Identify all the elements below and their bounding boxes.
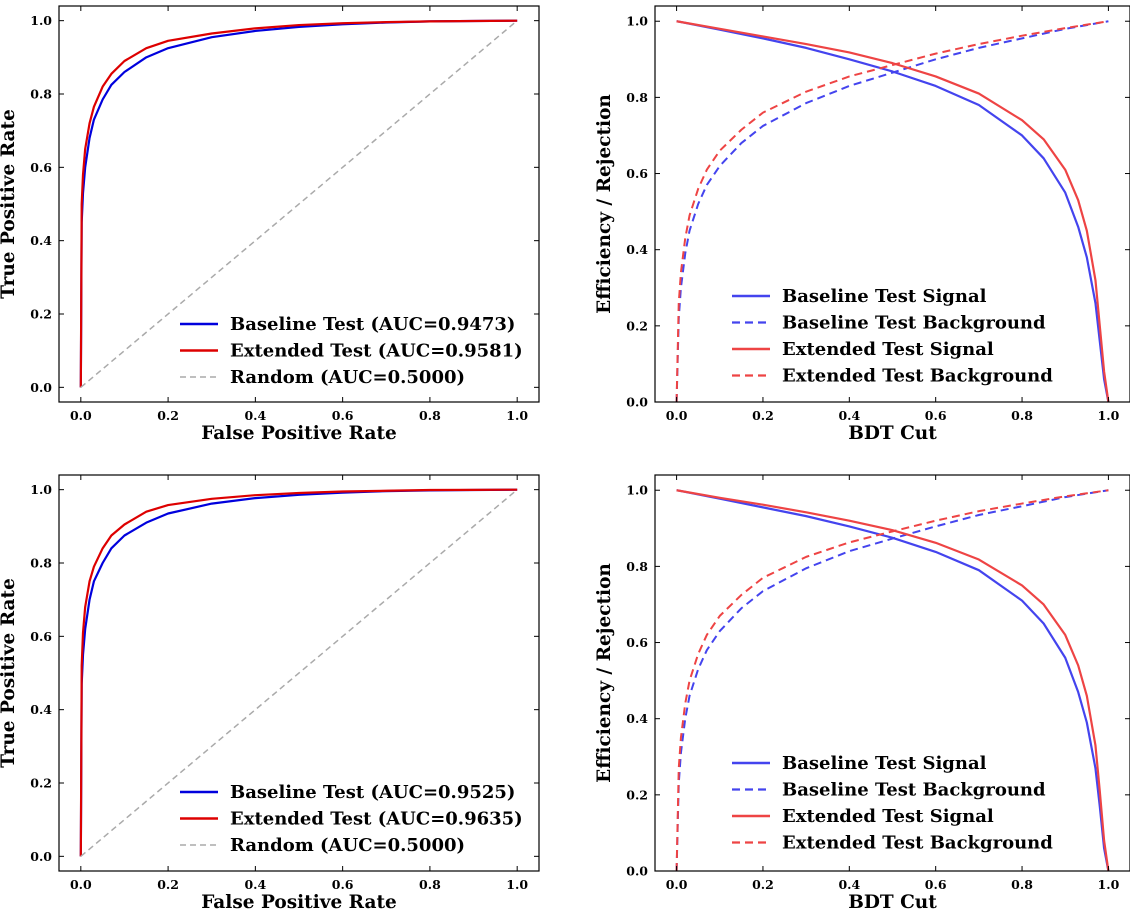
x-tick-label: 0.8 [419,408,441,423]
legend-label: Random (AUC=0.5000) [230,367,465,388]
x-tick-label: 0.6 [332,877,354,892]
y-axis-label: Efficiency / Rejection [594,94,615,314]
x-tick-label: 1.0 [1098,408,1120,423]
x-tick-label: 0.8 [419,877,441,892]
series-line-2 [79,488,518,857]
legend-label: Extended Test Background [782,833,1053,854]
y-tick-label: 1.0 [626,14,648,29]
x-tick-label: 0.8 [1011,408,1033,423]
chart-panel-4: 0.0 0.2 0.4 0.6 0.8 1.0 0.0 0.2 0.4 0.6 0.8 1.0 BDT … [594,474,1130,911]
legend-label: Extended Test (AUC=0.9581) [230,341,523,362]
plot-frame [654,474,1130,872]
series-line-3 [80,20,518,388]
x-axis-label: BDT Cut [848,423,937,444]
x-tick-label: 1.0 [506,877,528,892]
x-tick-label: 0.0 [666,408,688,423]
x-tick-label: 0.8 [1011,877,1033,892]
x-tick-label: 1.0 [506,408,528,423]
x-tick-label: 0.2 [752,408,774,423]
y-tick-label: 0.6 [30,629,52,644]
legend-label: Extended Test (AUC=0.9635) [230,809,523,830]
legend-label: Baseline Test (AUC=0.9525) [230,782,515,803]
x-axis-label: False Positive Rate [201,423,397,444]
series-line-2 [675,489,1109,872]
series-line-2 [79,19,518,388]
chart-panel-1: 0.0 0.2 0.4 0.6 0.8 1.0 0.0 0.2 0.4 0.6 0.8 1.0 Fals… [0,5,540,444]
x-tick-label: 0.2 [157,408,179,423]
y-tick-label: 1.0 [626,483,648,498]
y-tick-label: 0.8 [30,87,52,102]
y-tick-label: 0.0 [626,395,648,410]
x-tick-label: 0.0 [70,877,92,892]
y-tick-label: 0.4 [30,233,52,248]
chart-panel-2: 0.0 0.2 0.4 0.6 0.8 1.0 0.0 0.2 0.4 0.6 0.8 1.0 BDT … [594,5,1130,444]
y-tick-label: 1.0 [30,13,52,28]
y-tick-label: 0.6 [30,160,52,175]
series-line-3 [80,489,518,857]
y-tick-label: 0.0 [30,380,52,395]
x-tick-label: 0.6 [332,408,354,423]
legend-label: Extended Test Background [782,366,1053,387]
legend: Baseline Test Signal Baseline Test Backgr… [732,753,1053,854]
legend-label: Baseline Test Signal [782,286,987,307]
y-tick-label: 0.8 [30,556,52,571]
y-tick-label: 0.8 [626,90,648,105]
x-tick-label: 0.0 [666,877,688,892]
y-tick-label: 0.0 [626,864,648,879]
y-tick-label: 0.4 [626,242,648,257]
series-line-1 [676,20,1110,403]
series-line-3 [676,20,1110,403]
y-tick-label: 0.4 [30,702,52,717]
legend-label: Baseline Test Background [782,780,1046,801]
y-tick-label: 0.6 [626,635,648,650]
legend-label: Baseline Test Signal [782,753,987,774]
y-axis-label: Efficiency / Rejection [594,563,615,783]
y-tick-label: 0.0 [30,849,52,864]
x-axis-label: BDT Cut [848,892,937,911]
x-tick-label: 0.4 [244,877,266,892]
y-tick-label: 0.8 [626,559,648,574]
y-tick-label: 0.2 [30,307,52,322]
legend-label: Baseline Test (AUC=0.9473) [230,314,515,335]
x-tick-label: 0.2 [752,877,774,892]
plot-frame [58,5,540,403]
series-line-4 [675,20,1109,403]
legend-label: Baseline Test Background [782,313,1046,334]
x-tick-label: 0.6 [925,877,947,892]
series-line-2 [675,20,1109,403]
legend: Baseline Test (AUC=0.9525) Extended Test … [180,782,523,856]
legend-label: Extended Test Signal [782,339,994,360]
plot-frame [58,474,540,872]
legend-label: Extended Test Signal [782,806,994,827]
legend-label: Random (AUC=0.5000) [230,835,465,856]
y-tick-label: 0.2 [30,776,52,791]
series-line-1 [676,489,1110,872]
x-tick-label: 0.2 [157,877,179,892]
legend: Baseline Test Signal Baseline Test Backgr… [732,286,1053,387]
y-tick-label: 0.2 [626,318,648,333]
chart-panel-3: 0.0 0.2 0.4 0.6 0.8 1.0 0.0 0.2 0.4 0.6 0.8 1.0 Fals… [0,474,540,911]
x-tick-label: 0.6 [925,408,947,423]
y-tick-label: 0.6 [626,166,648,181]
y-axis-label: True Positive Rate [0,109,19,299]
x-tick-label: 0.4 [838,408,860,423]
y-tick-label: 0.4 [626,711,648,726]
series-line-4 [675,489,1109,872]
x-axis-label: False Positive Rate [201,892,397,911]
legend: Baseline Test (AUC=0.9473) Extended Test … [180,314,523,388]
x-tick-label: 0.0 [70,408,92,423]
y-tick-label: 0.2 [626,787,648,802]
x-tick-label: 0.4 [244,408,266,423]
series-line-3 [676,489,1110,872]
plot-frame [654,5,1130,403]
x-tick-label: 0.4 [838,877,860,892]
y-tick-label: 1.0 [30,482,52,497]
x-tick-label: 1.0 [1098,877,1120,892]
y-axis-label: True Positive Rate [0,578,19,768]
